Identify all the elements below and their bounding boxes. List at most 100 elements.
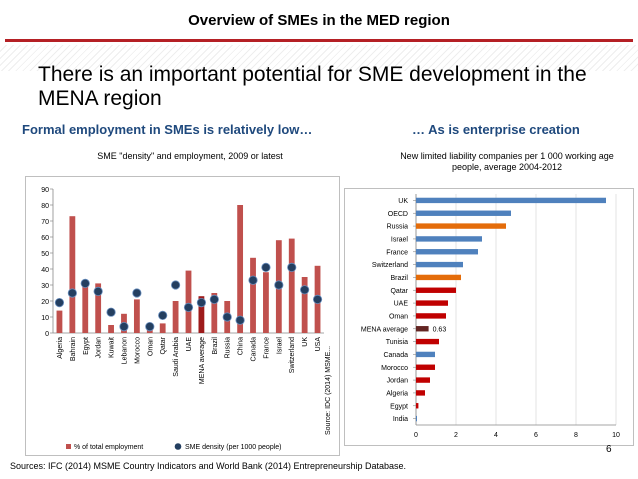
y-tick-label: 40 [41,267,49,274]
y-tick-label: 20 [41,299,49,306]
category-label-mena-average: MENA average [361,326,408,333]
category-label-qatar: Qatar [390,288,408,295]
category-label-russia: Russia [387,224,409,231]
category-label-uae: UAE [394,301,409,308]
x-tick-label: 10 [612,432,620,439]
enterprise-creation-chart: 0 2 4 6 8 10 UK OECD Russia Israel France Switzerla… [344,188,634,446]
density-marker-brazil [209,294,219,305]
employment-bar-bahrain [69,216,76,333]
creation-bar-morocco [416,364,435,370]
y-tick-label: 80 [41,203,49,210]
x-tick-label-morocco: Morocco [134,337,141,364]
creation-bar-canada [416,351,435,358]
employment-bar-algeria [56,310,63,333]
employment-bar-saudi-arabia [172,301,179,333]
density-marker-china [235,315,245,325]
density-marker-qatar [158,310,168,320]
page-title: Overview of SMEs in the MED region [188,12,450,29]
creation-bar-israel [416,236,482,242]
density-marker-jordan [93,286,103,297]
employment-density-chart: 0 10 20 30 40 50 60 70 80 90 Algeria Bahrain Egypt Jo… [25,176,340,456]
category-label-oecd: OECD [388,211,408,218]
employment-bar-canada [250,257,256,333]
x-tick-label-canada: Canada [251,337,258,362]
x-tick-label: 6 [534,432,538,439]
employment-bar-egypt [82,285,89,333]
x-tick-label-qatar: Qatar [160,336,167,354]
x-tick-label: 8 [574,432,578,439]
creation-bar-uk [416,197,606,204]
decorative-stripe [0,45,638,71]
density-marker-bahrain [67,288,77,298]
x-tick-label: 4 [494,432,498,439]
y-tick-label: 70 [41,219,49,226]
category-label-france: France [386,249,408,256]
density-marker-kuwait [106,307,116,317]
category-label-canada: Canada [383,352,408,359]
legend-swatch-density [174,443,182,450]
creation-bar-jordan [416,377,430,383]
employment-bar-brazil [211,293,218,333]
x-tick-label: 2 [454,432,458,439]
x-tick-label-saudi-arabia: Saudi Arabia [173,337,180,377]
category-label-israel: Israel [391,236,409,243]
creation-bar-qatar [416,287,456,293]
creation-bar-mena-average [416,326,429,332]
legend-label-density: SME density (per 1000 people) [185,444,282,451]
creation-bar-russia [416,223,506,229]
left-subhead: Formal employment in SMEs is relatively … [22,122,313,137]
x-tick-label-brazil: Brazil [212,337,219,355]
density-marker-israel [274,280,284,290]
employment-bar-uae [185,270,192,333]
title-rule [5,39,633,42]
category-label-india: India [393,416,408,423]
employment-bar-china [237,205,244,333]
x-tick-label-mena-average: MENA average [199,337,206,384]
category-label-tunisia: Tunisia [386,339,408,346]
category-label-oman: Oman [389,313,408,320]
category-label-morocco: Morocco [381,365,408,372]
creation-bar-france [416,249,478,255]
x-tick-label-israel: Israel [276,337,283,355]
employment-bar-morocco [133,299,140,333]
y-tick-label: 60 [41,235,49,242]
category-label-uk: UK [398,198,408,205]
category-label-egypt: Egypt [390,403,408,410]
employment-density-svg: 0 10 20 30 40 50 60 70 80 90 Algeria Bahrain Egypt Jo… [41,187,332,451]
employment-bar-jordan [95,283,102,333]
density-marker-saudi-arabia [170,280,181,290]
x-tick-label-uk: UK [302,337,309,347]
density-marker-usa [312,294,323,305]
x-tick-label-kuwait: Kuwait [109,337,116,358]
source-note: Source: IDC (2014) MSME... [325,346,332,435]
density-marker-algeria [54,298,65,308]
creation-bar-uae [416,300,448,306]
y-tick-label: 0 [45,331,49,338]
page-number: 6 [606,444,612,455]
x-tick-label-china: China [238,337,245,355]
y-tick-label: 30 [41,283,49,290]
density-marker-lebanon [119,322,129,332]
headline: There is an important potential for SME … [38,63,587,110]
legend-swatch-employment [66,444,71,449]
employment-bar-kuwait [108,325,114,333]
creation-bar-india [416,415,417,422]
creation-bar-oecd [416,210,511,216]
category-label-switzerland: Switzerland [372,262,408,269]
employment-bar-uk [301,277,308,333]
category-label-algeria: Algeria [386,390,408,397]
density-marker-switzerland [287,262,297,273]
density-marker-egypt [80,278,90,289]
y-tick-label: 50 [41,251,49,258]
creation-bar-oman [416,313,446,319]
creation-bar-egypt [416,403,419,409]
density-marker-uae [183,302,194,312]
enterprise-creation-svg: 0 2 4 6 8 10 UK OECD Russia Israel France Switzerla… [361,194,620,439]
employment-bar-switzerland [288,238,295,333]
x-tick-label-russia: Russia [225,337,232,359]
density-marker-oman [145,322,155,332]
creation-bar-algeria [416,390,425,396]
density-marker-france [261,262,271,273]
x-tick-label-switzerland: Switzerland [289,337,296,373]
x-tick-label-jordan: Jordan [96,337,103,359]
